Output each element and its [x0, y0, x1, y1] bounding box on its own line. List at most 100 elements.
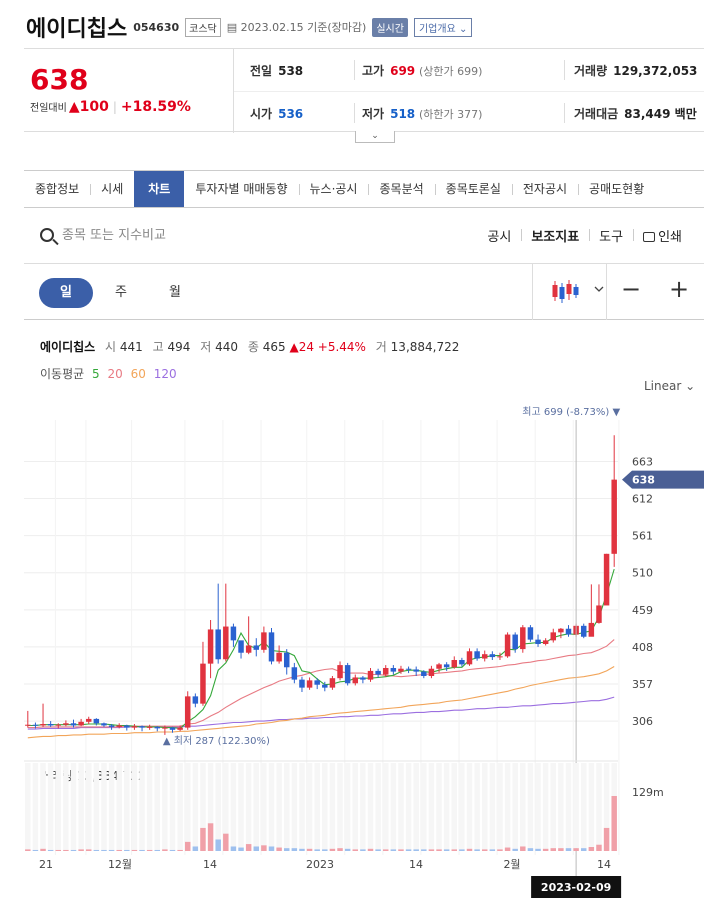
volume-bg-bar	[459, 763, 465, 850]
print-label[interactable]: 인쇄	[658, 230, 682, 245]
tab-analysis[interactable]: 종목분석	[368, 171, 434, 207]
volume-bg-bar	[565, 763, 572, 849]
volume-bg-bar	[481, 763, 488, 850]
volume-bg-bar	[512, 763, 518, 849]
zoom-in-button[interactable]: +	[669, 275, 690, 303]
tab-overview[interactable]: 종합정보	[35, 182, 80, 196]
scale-label[interactable]: Linear	[644, 379, 682, 393]
tab-chart[interactable]: 차트	[134, 171, 185, 207]
volume-bg-bar	[611, 763, 617, 796]
candle	[497, 656, 503, 658]
candle	[146, 726, 153, 728]
y-tick-label: 663	[632, 455, 653, 468]
volume-bar	[558, 848, 564, 851]
volume-bar	[40, 848, 46, 851]
volume-bg-bar	[230, 763, 237, 847]
volume-bg-bar	[603, 763, 610, 828]
candle	[291, 667, 298, 680]
candle	[588, 622, 595, 637]
volume-bar	[535, 848, 541, 851]
volume-stat: 거래량 129,372,053	[574, 62, 697, 79]
zoom-controls: − +	[606, 264, 704, 320]
stock-header: 에이디칩스 054630 코스닥 ▤ 2023.02.15 기준(장마감) 실시…	[26, 10, 473, 44]
volume-bar	[375, 849, 381, 851]
volume-bg-bar	[245, 763, 252, 845]
tab-disclosure[interactable]: 전자공시	[511, 171, 578, 207]
indicators-link[interactable]: 보조지표	[521, 226, 589, 245]
low-price: 저가 518 (하한가 377)	[362, 105, 482, 122]
chart-type-selector[interactable]	[532, 264, 606, 320]
candle	[55, 724, 62, 726]
company-overview-label[interactable]: 기업개요	[418, 23, 456, 35]
tab-discussion[interactable]: 종목토론실	[434, 171, 512, 207]
candle	[337, 665, 343, 679]
volume-bg-bar	[146, 763, 153, 850]
period-bar: 일 주 월 − +	[24, 264, 704, 320]
divider	[564, 60, 565, 80]
volume-bg-bar	[443, 763, 450, 850]
price-chart[interactable]: 306 357 408 459 510 561 612 663 최고 699 (-8.73%) …	[0, 395, 720, 901]
company-overview-button[interactable]: 기업개요 ⌄	[413, 17, 473, 37]
volume-bg-bar	[40, 763, 46, 849]
volume-bg-bar	[504, 763, 511, 848]
tab-bar: 종합정보 시세 차트 투자자별 매매동향 뉴스·공시 종목분석 종목토론실 전자…	[24, 170, 704, 208]
disclosure-link[interactable]: 공시	[487, 230, 512, 245]
chevron-down-icon: ⌄	[458, 23, 468, 35]
volume-bar	[314, 849, 320, 851]
ma5-label: 5	[92, 367, 100, 381]
tool-links: 공시 보조지표 도구 인쇄	[477, 226, 692, 245]
candle	[200, 663, 206, 704]
tab-investor-trading[interactable]: 투자자별 매매동향	[195, 182, 288, 196]
volume-bg-bar	[177, 763, 183, 850]
volume-bar	[215, 839, 221, 851]
candle	[245, 645, 252, 653]
tab-quote[interactable]: 시세	[90, 171, 134, 207]
period-week[interactable]: 주	[115, 285, 127, 300]
volume-bg-bar	[497, 763, 503, 850]
volume-bar	[200, 827, 206, 851]
compare-search-input[interactable]	[62, 224, 322, 246]
volume-bg-bar	[70, 763, 77, 850]
volume-bar	[268, 846, 275, 851]
candle	[535, 639, 541, 644]
volume-bar	[413, 849, 419, 851]
candle	[474, 651, 480, 659]
tab-news[interactable]: 뉴스·공시	[298, 171, 369, 207]
volume-bg-bar	[360, 763, 366, 850]
candle	[124, 725, 130, 728]
divider: |	[112, 100, 117, 114]
market-badge: 코스닥	[185, 17, 221, 37]
lower-limit: (하한가 377)	[418, 108, 483, 121]
info-open: 441	[119, 340, 143, 354]
tab-short-selling[interactable]: 공매도현황	[578, 171, 655, 207]
candle	[276, 652, 282, 662]
tools-link[interactable]: 도구	[589, 226, 633, 245]
scale-selector[interactable]: Linear ⌄	[644, 379, 695, 393]
volume-bar	[398, 849, 404, 851]
volume-bar	[177, 849, 183, 851]
period-month[interactable]: 월	[169, 285, 181, 300]
realtime-button[interactable]: 실시간	[372, 17, 408, 37]
volume-bar	[352, 849, 359, 851]
volume-bar	[146, 849, 153, 851]
volume-bg-bar	[451, 763, 458, 850]
volume-bg-bar	[78, 763, 84, 850]
expand-button[interactable]: ⌄	[355, 131, 395, 143]
volume-bg-bar	[535, 763, 541, 849]
volume-bar	[405, 849, 412, 851]
volume-bar	[443, 849, 450, 851]
volume-bg-bar	[344, 763, 351, 849]
volume-axis-label: 129m	[632, 786, 664, 799]
volume-bg-bar	[375, 763, 381, 850]
period-day[interactable]: 일	[39, 278, 93, 308]
x-tick-label: 14	[203, 858, 217, 871]
volume-bar	[55, 849, 62, 851]
amount-value: 83,449 백만	[624, 107, 697, 121]
candle	[527, 627, 534, 640]
change-percent: +18.59%	[120, 99, 191, 115]
volume-bar	[162, 849, 168, 851]
print-link[interactable]: 인쇄	[633, 226, 692, 245]
zoom-out-button[interactable]: −	[621, 275, 642, 303]
volume-bar	[63, 849, 69, 851]
volume-bar	[603, 827, 610, 851]
